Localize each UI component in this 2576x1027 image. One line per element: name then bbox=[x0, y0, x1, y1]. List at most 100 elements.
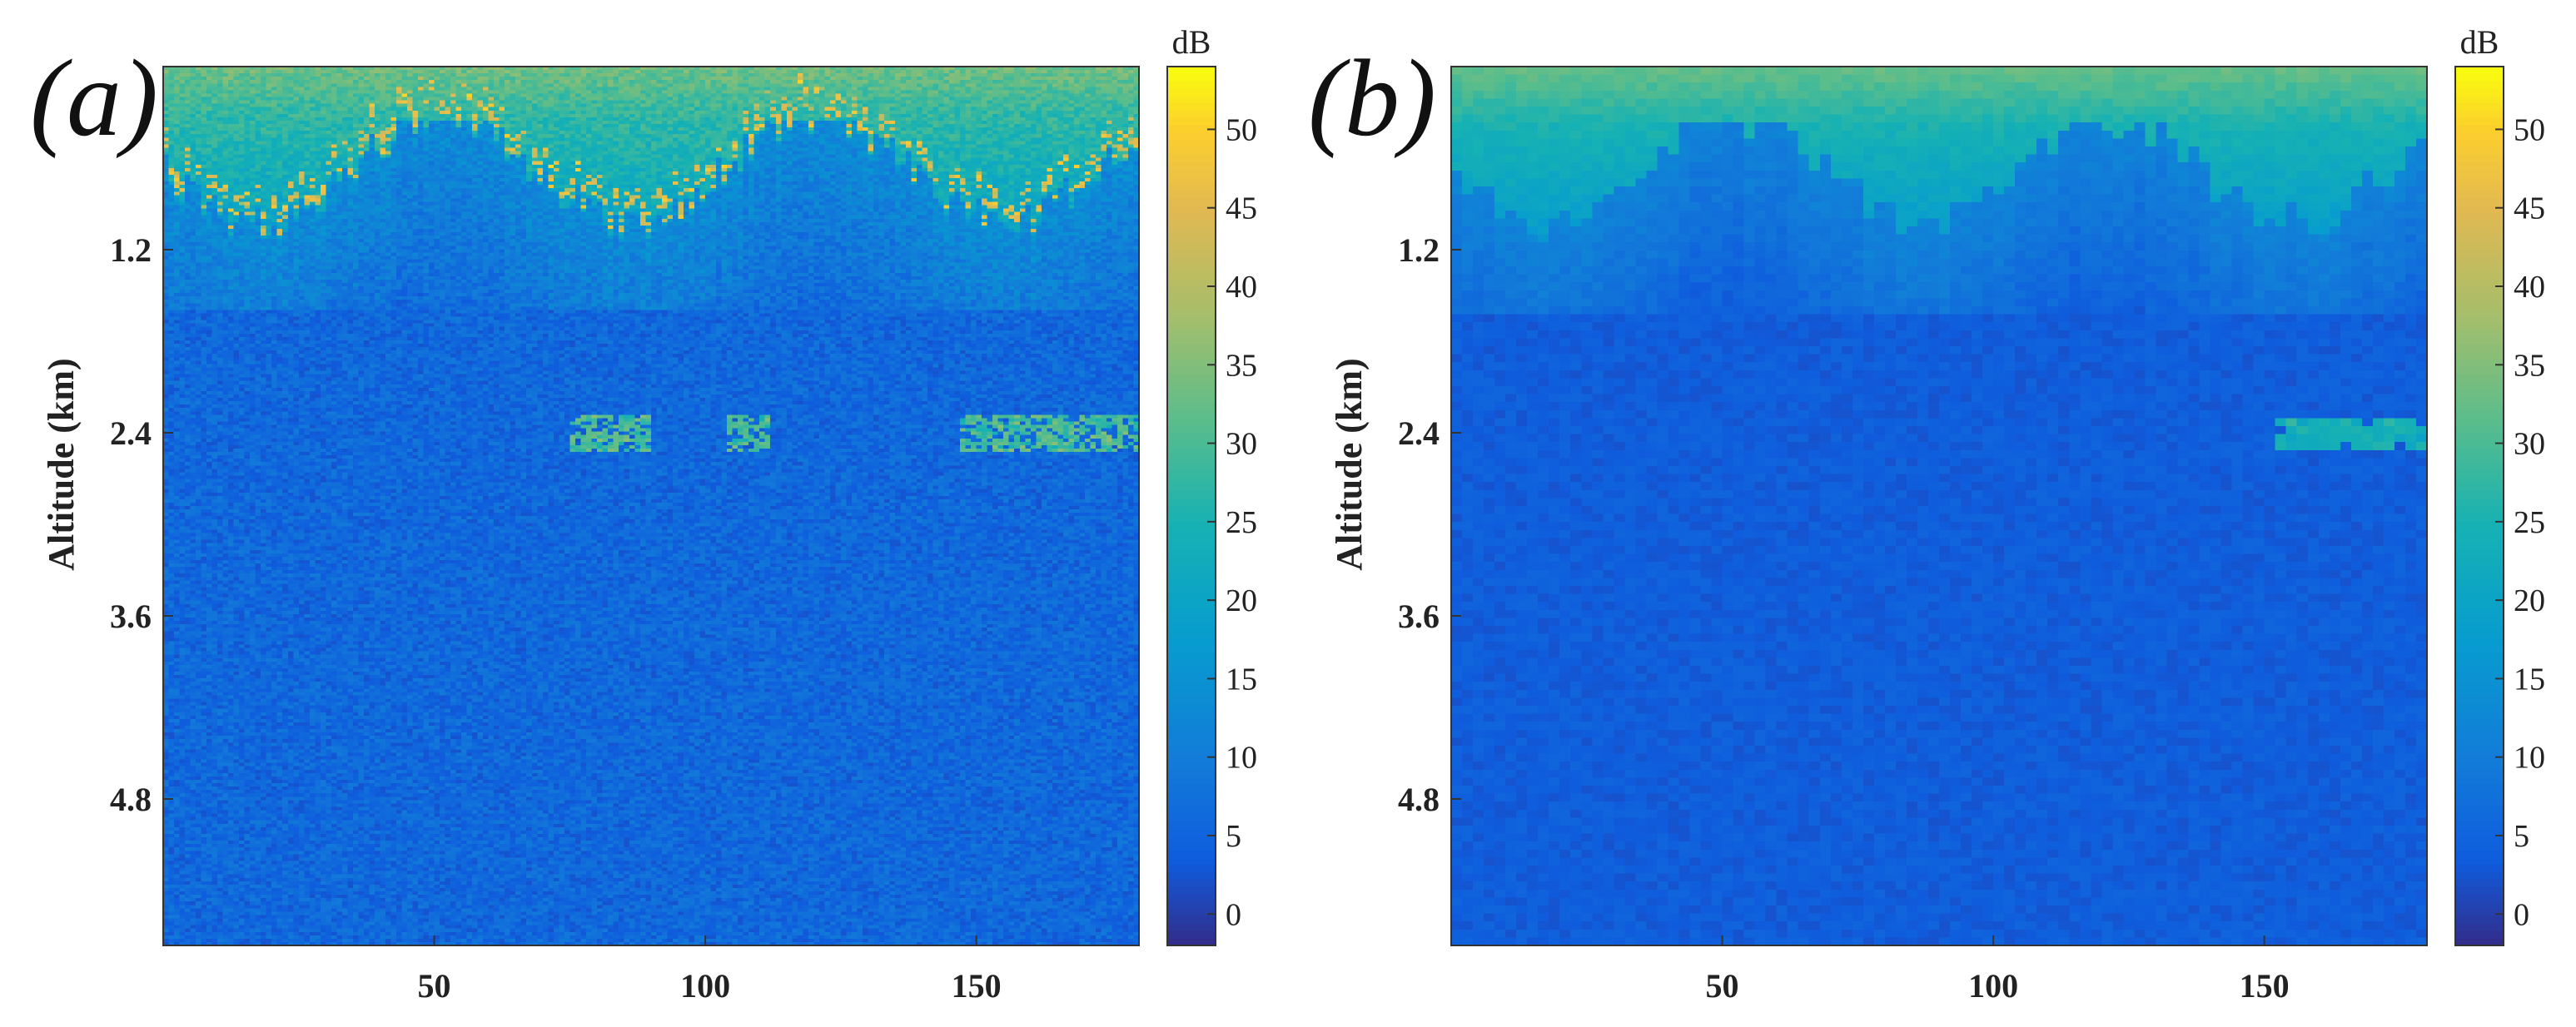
colorbar-segment bbox=[2455, 564, 2504, 573]
colorbar-segment bbox=[1167, 850, 1216, 859]
colorbar-segment bbox=[2455, 806, 2504, 815]
colorbar-segment bbox=[1167, 886, 1216, 896]
colorbar-segment bbox=[1167, 894, 1216, 903]
colorbar-segment bbox=[1167, 345, 1216, 354]
colorbar-segment bbox=[1167, 579, 1216, 588]
colorbar-segment bbox=[2455, 337, 2504, 346]
colorbar-segment bbox=[1167, 506, 1216, 514]
colorbar-segment bbox=[1167, 146, 1216, 156]
colorbar-segment bbox=[1167, 726, 1216, 734]
panel-a: (a) 1.2 2.4 3.6 4.8 50 100 150 Altitude (km) 50 4… bbox=[30, 23, 1257, 1005]
colorbar-segment bbox=[1167, 315, 1216, 324]
colorbar-segment bbox=[2455, 183, 2504, 192]
y-tick-label: 2.4 bbox=[1398, 414, 1440, 452]
colorbar-segment bbox=[2455, 711, 2504, 720]
heatmap-image bbox=[1451, 67, 2427, 945]
colorbar-segment bbox=[2455, 850, 2504, 859]
colorbar-segment bbox=[1167, 813, 1216, 822]
colorbar-segment bbox=[2455, 732, 2504, 742]
y-tick-label: 2.4 bbox=[110, 414, 152, 452]
colorbar-tick-label: 0 bbox=[1226, 897, 1241, 932]
x-tick-label: 50 bbox=[418, 967, 451, 1005]
colorbar-segment bbox=[1167, 857, 1216, 866]
colorbar-segment bbox=[2455, 535, 2504, 543]
colorbar-segment bbox=[2455, 828, 2504, 836]
colorbar-segment bbox=[2455, 146, 2504, 156]
colorbar-segment bbox=[1167, 549, 1216, 558]
colorbar-segment bbox=[2455, 345, 2504, 354]
colorbar-segment bbox=[2455, 323, 2504, 331]
x-tick-label: 100 bbox=[680, 967, 730, 1005]
colorbar-segment bbox=[1167, 879, 1216, 888]
colorbar-segment bbox=[1167, 279, 1216, 287]
colorbar-segment bbox=[1167, 586, 1216, 595]
colorbar-segment bbox=[1167, 235, 1216, 244]
colorbar-segment bbox=[1167, 528, 1216, 537]
colorbar-segment bbox=[2455, 433, 2504, 441]
colorbar-segment bbox=[2455, 689, 2504, 697]
colorbar-segment bbox=[2455, 799, 2504, 807]
colorbar-segment bbox=[1167, 711, 1216, 720]
colorbar-segment bbox=[1167, 601, 1216, 610]
colorbar-frame bbox=[2454, 66, 2504, 946]
colorbar-segment bbox=[2455, 140, 2504, 148]
colorbar-segment bbox=[1167, 836, 1216, 844]
colorbar-segment bbox=[2455, 366, 2504, 375]
colorbar-segment bbox=[2455, 154, 2504, 163]
colorbar-segment bbox=[1167, 410, 1216, 419]
colorbar-segment bbox=[2455, 586, 2504, 595]
colorbar-segment bbox=[2455, 872, 2504, 881]
colorbar-segment bbox=[2455, 842, 2504, 851]
colorbar-segment bbox=[1167, 337, 1216, 346]
colorbar-unit-label: dB bbox=[1172, 23, 1211, 61]
colorbar-segment bbox=[1167, 374, 1216, 383]
colorbar-segment bbox=[2455, 630, 2504, 639]
colorbar-segment bbox=[2455, 557, 2504, 566]
colorbar-segment bbox=[2455, 593, 2504, 603]
colorbar-segment bbox=[2455, 543, 2504, 551]
colorbar-segment bbox=[2455, 73, 2504, 82]
colorbar-segment bbox=[1167, 718, 1216, 727]
colorbar-segment bbox=[2455, 198, 2504, 207]
colorbar-segment bbox=[1167, 389, 1216, 397]
colorbar-segment bbox=[1167, 88, 1216, 97]
colorbar-segment bbox=[1167, 740, 1216, 749]
colorbar-segment bbox=[1167, 300, 1216, 310]
colorbar-segment bbox=[2455, 791, 2504, 800]
colorbar-segment bbox=[2455, 161, 2504, 171]
colorbar-segment bbox=[2455, 915, 2504, 925]
colorbar-segment bbox=[2455, 439, 2504, 449]
colorbar-segment bbox=[2455, 67, 2504, 75]
colorbar-tick-label: 5 bbox=[1226, 819, 1241, 854]
colorbar-segment bbox=[2455, 235, 2504, 244]
colorbar-segment bbox=[1167, 250, 1216, 258]
colorbar-segment bbox=[2455, 96, 2504, 104]
colorbar-segment bbox=[1167, 191, 1216, 200]
colorbar-segment bbox=[1167, 117, 1216, 127]
colorbar-segment bbox=[1167, 176, 1216, 185]
colorbar-segment bbox=[2455, 769, 2504, 778]
colorbar-segment bbox=[1167, 762, 1216, 771]
colorbar-tick-label: 10 bbox=[1226, 741, 1257, 776]
colorbar-segment bbox=[1167, 161, 1216, 171]
colorbar-segment bbox=[2455, 308, 2504, 317]
colorbar-segment bbox=[1167, 169, 1216, 177]
colorbar-segment bbox=[2455, 374, 2504, 383]
colorbar-segment bbox=[2455, 865, 2504, 873]
colorbar-segment bbox=[1167, 140, 1216, 148]
colorbar-segment bbox=[1167, 439, 1216, 449]
x-tick-label: 100 bbox=[1968, 967, 2018, 1005]
y-tick-label: 1.2 bbox=[110, 231, 152, 269]
colorbar-segment bbox=[1167, 418, 1216, 427]
colorbar-segment bbox=[2455, 250, 2504, 258]
colorbar-segment bbox=[2455, 930, 2504, 940]
colorbar-segment bbox=[1167, 293, 1216, 302]
colorbar-segment bbox=[2455, 879, 2504, 888]
colorbar-tick-label: 45 bbox=[2514, 191, 2545, 226]
colorbar-segment bbox=[1167, 557, 1216, 566]
colorbar-segment bbox=[2455, 410, 2504, 419]
colorbar-segment bbox=[2455, 300, 2504, 310]
colorbar-segment bbox=[1167, 242, 1216, 251]
colorbar-segment bbox=[2455, 499, 2504, 507]
colorbar-segment bbox=[1167, 784, 1216, 793]
